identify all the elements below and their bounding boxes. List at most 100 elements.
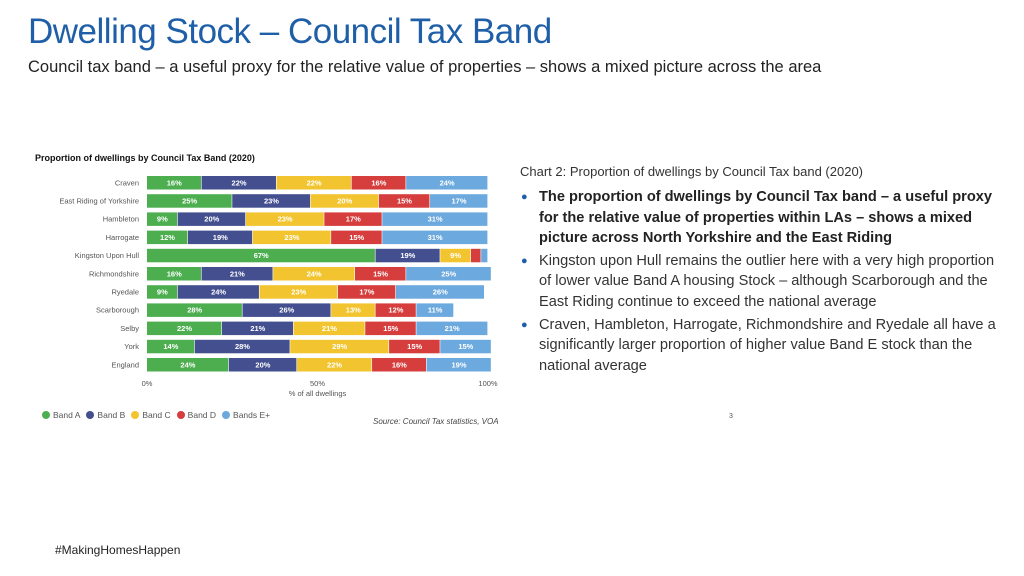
bar-segment — [147, 358, 229, 372]
bar-segment — [187, 230, 253, 245]
chart-legend: Band A Band B Band C Band D Bands E+ — [42, 410, 270, 420]
bar-segment — [194, 339, 290, 354]
bar-segment — [382, 230, 488, 245]
bar-segment — [245, 212, 324, 226]
data-label: 20% — [337, 196, 352, 205]
legend-dot-icon — [86, 411, 95, 419]
bar-segment — [470, 248, 481, 263]
data-label: 25% — [182, 196, 197, 205]
data-label: 22% — [327, 360, 342, 369]
bar-segment — [365, 321, 416, 336]
hashtag-footer: #MakingHomesHappen — [55, 543, 181, 557]
bar-segment — [375, 303, 416, 317]
bar-segment — [416, 303, 454, 317]
bullet-item: ● Kingston upon Hull remains the outlier … — [520, 251, 1000, 313]
bar-segment — [293, 321, 365, 336]
bar-segment — [259, 285, 338, 299]
legend-item: Band D — [176, 410, 217, 420]
data-label: 23% — [278, 215, 293, 224]
data-label: 23% — [284, 233, 299, 242]
category-label: Ryedale — [111, 287, 139, 296]
data-label: 16% — [167, 178, 182, 187]
data-label: 15% — [373, 269, 388, 278]
legend-label: Band A — [53, 410, 81, 420]
bar-segment — [372, 358, 427, 372]
data-label: 17% — [346, 215, 361, 224]
category-label: East Riding of Yorkshire — [59, 196, 139, 205]
category-label: Selby — [120, 324, 139, 333]
bullet-text: Kingston upon Hull remains the outlier h… — [539, 252, 995, 310]
bar-segment — [147, 194, 232, 208]
data-label: 15% — [397, 196, 412, 205]
bar-segment — [440, 339, 491, 354]
x-tick-label: 50% — [310, 379, 325, 388]
bar-segment — [201, 176, 276, 190]
bar-segment — [290, 339, 389, 354]
legend-item: Band A — [42, 410, 80, 420]
data-label: 22% — [232, 178, 247, 187]
bar-segment — [147, 321, 222, 336]
data-label: 15% — [349, 233, 364, 242]
bar-segment — [147, 267, 201, 281]
x-axis-label: % of all dwellings — [289, 389, 347, 398]
data-label: 16% — [371, 178, 386, 187]
bar-segment — [337, 285, 396, 299]
data-label: 12% — [160, 233, 175, 242]
legend-dot-icon — [42, 411, 50, 419]
bar-segment — [222, 321, 294, 336]
data-label: 24% — [440, 178, 455, 187]
x-tick-label: 100% — [478, 379, 498, 388]
data-label: 12% — [388, 306, 403, 315]
data-label: 19% — [452, 360, 467, 369]
bar-segment — [201, 267, 273, 281]
bullet-text: The proportion of dwellings by Council T… — [539, 189, 992, 247]
bar-segment — [426, 358, 491, 372]
bar-segment — [147, 285, 178, 299]
bar-segment — [331, 303, 375, 317]
data-label: 24% — [180, 360, 195, 369]
legend-label: Band C — [142, 410, 171, 420]
legend-item: Bands E+ — [222, 410, 270, 420]
category-label: England — [111, 360, 139, 369]
bullet-text: Craven, Hambleton, Harrogate, Richmondsh… — [539, 316, 996, 374]
category-label: Hambleton — [103, 215, 139, 224]
bar-segment — [147, 176, 201, 190]
bar-segment — [378, 194, 430, 208]
data-label: 19% — [213, 233, 228, 242]
bar-segment — [147, 339, 195, 354]
bar-segment — [273, 267, 355, 281]
data-label: 67% — [254, 251, 269, 260]
bullet-dot-icon: ● — [521, 318, 528, 331]
legend-dot-icon — [131, 411, 140, 419]
data-label: 28% — [235, 342, 250, 351]
data-label: 15% — [458, 342, 473, 351]
bar-segment — [242, 303, 331, 317]
bar-segment — [324, 212, 382, 226]
data-label: 22% — [307, 178, 322, 187]
bar-segment — [232, 194, 311, 208]
bar-segment — [147, 212, 178, 226]
legend-dot-icon — [176, 411, 185, 419]
page-number: 3 — [729, 413, 733, 420]
bar-segment — [395, 285, 484, 299]
bar-segment — [147, 230, 188, 245]
page-subtitle: Council tax band – a useful proxy for th… — [28, 58, 822, 76]
chart-caption: Chart 2: Proportion of dwellings by Coun… — [520, 164, 864, 179]
legend-label: Band B — [97, 410, 126, 420]
data-label: 20% — [255, 360, 270, 369]
bar-segment — [406, 267, 491, 281]
bar-segment — [310, 194, 379, 208]
bar-segment — [355, 267, 406, 281]
data-label: 21% — [445, 324, 460, 333]
data-label: 17% — [359, 287, 374, 296]
bar-segment — [375, 248, 440, 263]
category-label: Richmondshire — [89, 269, 139, 278]
bar-segment — [276, 176, 351, 190]
category-label: Scarborough — [96, 306, 139, 315]
data-label: 24% — [211, 287, 226, 296]
bar-segment — [252, 230, 331, 245]
legend-label: Band D — [187, 410, 217, 420]
data-label: 23% — [264, 196, 279, 205]
bar-segment — [389, 339, 440, 354]
